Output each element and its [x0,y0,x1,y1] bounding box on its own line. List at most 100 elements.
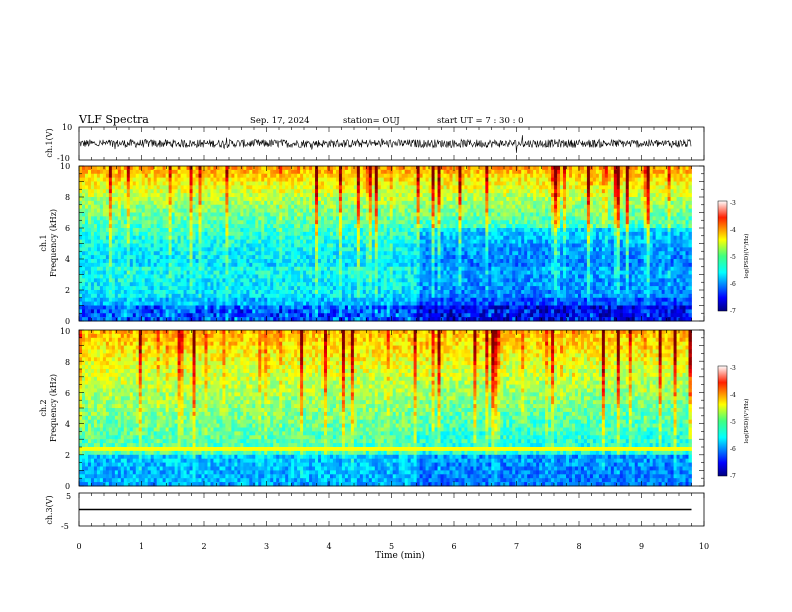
spectrogram-cell [204,216,208,221]
spectrogram-cell [309,231,313,237]
spectrogram-cell [222,208,226,213]
spectrogram-cell [577,220,582,225]
spectrogram-cell [303,216,307,221]
spectrogram-cell [365,181,370,186]
spectrogram-cell [383,181,388,186]
spectrogram-cell [79,220,83,225]
spectrogram-cell [129,177,134,182]
spectrogram-cell [341,255,346,260]
spectrogram-cell [682,197,686,202]
spectrogram-cell [338,189,343,194]
spectrogram-cell [467,193,471,198]
spectrogram-cell [306,177,310,182]
spectrogram-cell [485,224,489,229]
spectrogram-cell [282,247,286,252]
spectrogram-cell [446,216,450,221]
spectrogram-cell [389,251,394,256]
spectrogram-cell [102,243,107,248]
spectrogram-cell [571,166,576,171]
spectrogram-cell [198,169,202,175]
spectrogram-cell [291,239,295,244]
spectrogram-cell [198,166,202,171]
spectrogram-cell [661,235,666,241]
spectrogram-cell [539,197,543,202]
spectrogram-cell [434,200,438,206]
spectrogram-cell [105,251,110,256]
spectrogram-cell [566,220,570,225]
spectrogram-cell [335,193,340,198]
spectrogram-cell [129,181,134,186]
spectrogram-cell [586,231,591,237]
spectrogram-cell [126,208,131,213]
spectrogram-cell [165,177,170,182]
spectrogram-cell [111,235,116,241]
spectrogram-cell [321,220,325,225]
spectrogram-cell [108,173,113,179]
spectrogram-cell [649,216,654,221]
spectrogram-cell [162,235,167,241]
spectrogram-cell [386,204,391,210]
spectrogram-cell [625,235,630,241]
spectrogram-cell [362,243,367,248]
spectrogram-cell [485,169,489,175]
spectrogram-cell [186,228,190,233]
spectrogram-cell [619,177,624,182]
spectrogram-cell [162,216,167,221]
spectrogram-cell [156,228,161,233]
spectrogram-cell [545,220,549,225]
spectrogram-cell [610,220,615,225]
spectrogram-cell [536,166,540,171]
spectrogram-cell [676,173,680,179]
spectrogram-cell [153,200,158,206]
spectrogram-cell [431,193,435,198]
spectrogram-cell [141,255,146,260]
spectrogram-cell [90,228,95,233]
spectrogram-cell [476,193,480,198]
spectrogram-cell [425,251,429,256]
spectrogram-cell [177,255,181,260]
spectrogram-cell [84,259,89,264]
spectrogram-cell [177,200,181,206]
spectrogram-cell [434,243,438,248]
spectrogram-cell [297,166,301,171]
spectrogram-cell [84,173,89,179]
spectrogram-cell [506,243,510,248]
spectrogram-cell [189,212,193,217]
spectrogram-cell [141,212,146,217]
spectrogram-cell [243,224,247,229]
spectrogram-cell [512,173,516,179]
spectrogram-cell [102,173,107,179]
spectrogram-cell [192,243,196,248]
spectrogram-cell [458,239,462,244]
spectrogram-cell [467,185,471,190]
spectrogram-cell [207,169,211,175]
spectrogram-cell [595,204,600,210]
spectrogram-cell [189,243,193,248]
spectrogram-cell [640,177,645,182]
spectrogram-cell [207,255,211,260]
spectrogram-cell [288,251,292,256]
spectrogram-cell [604,235,609,241]
spectrogram-cell [539,239,543,244]
spectrogram-cell [129,216,134,221]
spectrogram-cell [670,228,674,233]
spectrogram-cell [362,216,367,221]
spectrogram-cell [294,235,298,241]
spectrogram-cell [652,231,657,237]
spectrogram-cell [132,185,137,190]
spectrogram-cell [96,228,101,233]
spectrogram-cell [530,243,534,248]
spectrogram-cell [258,173,262,179]
spectrogram-cell [234,185,238,190]
spectrogram-cell [458,251,462,256]
spectrogram-cell [237,251,241,256]
spectrogram-cell [539,177,543,182]
spectrogram-cell [300,231,304,237]
spectrogram-cell [141,185,146,190]
spectrogram-cell [658,197,663,202]
spectrogram-cell [288,181,292,186]
spectrogram-cell [452,212,456,217]
spectrogram-cell [255,166,259,171]
spectrogram-cell [81,220,86,225]
spectrogram-cell [625,185,630,190]
